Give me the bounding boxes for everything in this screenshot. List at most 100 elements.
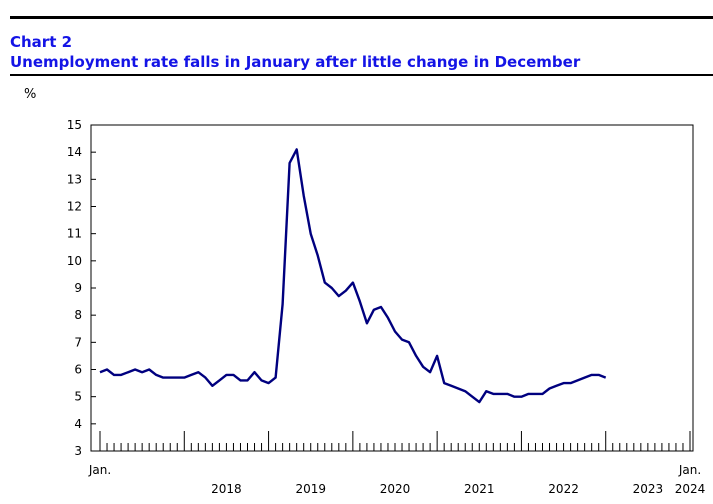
y-axis-unit-label: % — [24, 87, 37, 102]
data-point — [366, 322, 368, 324]
data-point — [584, 377, 586, 379]
data-point — [225, 374, 227, 376]
data-point — [183, 377, 185, 379]
y-tick-label: 7 — [74, 335, 82, 349]
data-point — [120, 374, 122, 376]
data-point — [577, 379, 579, 381]
data-point — [506, 393, 508, 395]
y-tick-label: 11 — [67, 227, 82, 241]
x-year-label: 2021 — [464, 482, 495, 496]
y-tick-label: 3 — [74, 444, 82, 458]
data-point — [261, 379, 263, 381]
data-point — [513, 396, 515, 398]
data-point — [268, 382, 270, 384]
data-point — [296, 148, 298, 150]
data-point — [422, 366, 424, 368]
data-point — [247, 379, 249, 381]
data-point — [534, 393, 536, 395]
data-point — [190, 374, 192, 376]
data-point — [289, 162, 291, 164]
data-point — [408, 341, 410, 343]
data-points — [99, 148, 607, 403]
data-point — [436, 355, 438, 357]
data-point — [605, 377, 607, 379]
data-point — [239, 379, 241, 381]
data-point — [373, 309, 375, 311]
data-point — [310, 233, 312, 235]
plot-area — [90, 124, 694, 452]
x-year-label: 2020 — [380, 482, 411, 496]
y-tick-label: 14 — [67, 145, 82, 159]
x-year-label: 2024 — [675, 482, 706, 496]
x-axis: Jan. 2018 2019 2020 2021 2022 2023 Jan. 2024 — [88, 431, 705, 496]
data-point — [324, 282, 326, 284]
data-point — [542, 393, 544, 395]
x-year-label: 2023 — [633, 482, 664, 496]
x-tick-label: Jan. — [678, 463, 701, 477]
data-point — [591, 374, 593, 376]
data-point — [387, 317, 389, 319]
data-point — [113, 374, 115, 376]
y-tick-label: 13 — [67, 172, 82, 186]
data-point — [204, 377, 206, 379]
data-point — [478, 401, 480, 403]
data-point — [563, 382, 565, 384]
data-point — [141, 371, 143, 373]
data-point — [450, 385, 452, 387]
data-point — [282, 303, 284, 305]
data-point — [317, 254, 319, 256]
data-point — [162, 377, 164, 379]
data-point — [415, 355, 417, 357]
top-rule — [10, 16, 713, 19]
data-point — [457, 388, 459, 390]
data-point — [254, 371, 256, 373]
y-tick-label: 4 — [74, 417, 82, 431]
x-year-label: 2022 — [548, 482, 579, 496]
y-axis: 3 4 5 6 7 8 9 10 11 12 13 14 15 — [67, 118, 96, 458]
y-tick-label: 12 — [67, 200, 82, 214]
data-point — [127, 371, 129, 373]
y-tick-label: 15 — [67, 118, 82, 132]
data-point — [394, 330, 396, 332]
data-point — [471, 396, 473, 398]
data-point — [380, 306, 382, 308]
y-tick-label: 8 — [74, 308, 82, 322]
data-point — [464, 390, 466, 392]
y-tick-label: 10 — [67, 254, 82, 268]
data-point — [598, 374, 600, 376]
data-point — [218, 379, 220, 381]
data-point — [345, 290, 347, 292]
chart-number: Chart 2 — [10, 33, 73, 51]
data-point — [99, 371, 101, 373]
data-point — [211, 385, 213, 387]
x-year-label: 2019 — [295, 482, 326, 496]
data-point — [176, 377, 178, 379]
x-year-label: 2018 — [211, 482, 242, 496]
data-point — [338, 295, 340, 297]
data-point — [197, 371, 199, 373]
data-point — [275, 377, 277, 379]
data-point — [106, 369, 108, 371]
data-point — [232, 374, 234, 376]
chart-title: Unemployment rate falls in January after… — [10, 53, 581, 71]
data-point — [492, 393, 494, 395]
series-line — [99, 148, 607, 404]
data-point — [148, 369, 150, 371]
data-point — [443, 382, 445, 384]
data-point — [134, 369, 136, 371]
data-point — [549, 388, 551, 390]
data-point — [331, 287, 333, 289]
data-point — [485, 390, 487, 392]
title-rule — [10, 74, 713, 76]
data-point — [359, 301, 361, 303]
y-tick-label: 9 — [74, 281, 82, 295]
data-point — [527, 393, 529, 395]
x-tick-label: Jan. — [88, 463, 111, 477]
data-point — [169, 377, 171, 379]
data-point — [352, 282, 354, 284]
y-tick-label: 6 — [74, 363, 82, 377]
data-point — [520, 396, 522, 398]
data-point — [401, 339, 403, 341]
data-point — [155, 374, 157, 376]
